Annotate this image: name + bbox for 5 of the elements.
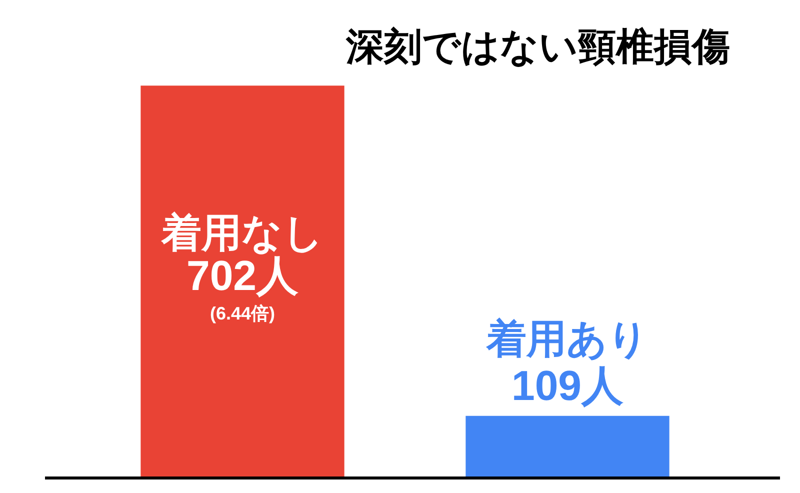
chart-title: 深刻ではない頸椎損傷 — [345, 26, 730, 68]
x-tick-label: 着用あり — [486, 316, 648, 362]
data-label: 109人 — [511, 362, 624, 409]
annotation: (6.44倍) — [210, 304, 276, 324]
x-tick-label: 着用なし — [160, 210, 324, 256]
